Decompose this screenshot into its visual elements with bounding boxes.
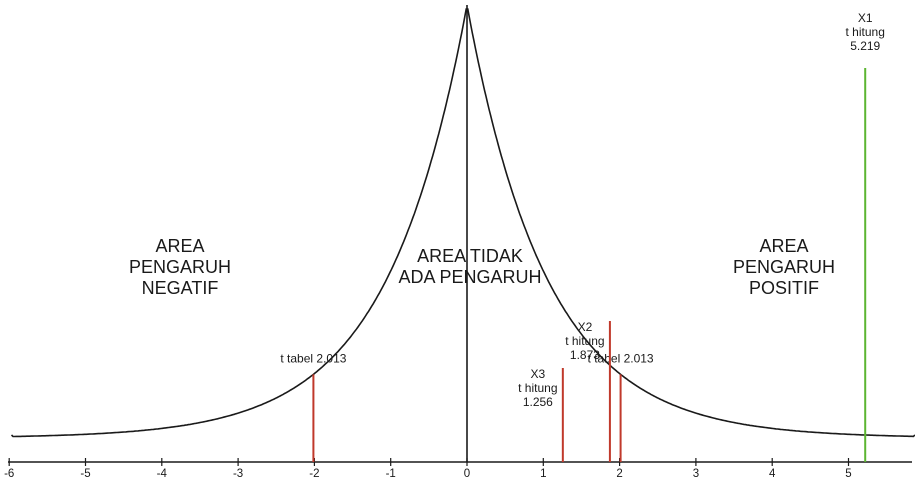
region-label-positive: POSITIF [749,278,819,298]
region-label-positive: PENGARUH [733,257,835,277]
x-tick-label: -3 [233,468,243,478]
variable-name: X3 [530,367,545,381]
variable-name: X1 [858,11,873,25]
region-label-negative: PENGARUH [129,257,231,277]
x-tick-label: 3 [693,468,699,478]
region-label-negative: AREA [155,236,204,256]
x-tick-label: -2 [309,468,319,478]
variable-name: X2 [578,320,593,334]
x-tick-label: 2 [616,468,622,478]
variable-value: 1.873 [570,348,600,362]
variable-value: 5.219 [850,39,880,53]
x-tick-label: -5 [80,468,90,478]
x-tick-label: 4 [769,468,776,478]
variable-caption: t hitung [518,381,557,395]
x-tick-label: 0 [464,468,470,478]
region-label-neutral: ADA PENGARUH [398,267,541,287]
x-tick-label: -1 [386,468,396,478]
distribution-curve [12,9,915,436]
x-tick-label: -6 [4,468,14,478]
variable-caption: t hitung [565,334,604,348]
critical-value-label: t tabel 2.013 [280,351,346,365]
region-label-neutral: AREA TIDAK [417,246,523,266]
variable-caption: t hitung [846,25,885,39]
x-tick-label: -4 [157,468,168,478]
region-label-positive: AREA [759,236,808,256]
x-axis: -6 -5 -4 -3 -2 -1 0 1 2 3 4 5 [4,458,912,478]
x-tick-label: 5 [845,468,851,478]
x-tick-label: 1 [540,468,546,478]
variable-value: 1.256 [523,395,553,409]
region-label-negative: NEGATIF [142,278,219,298]
